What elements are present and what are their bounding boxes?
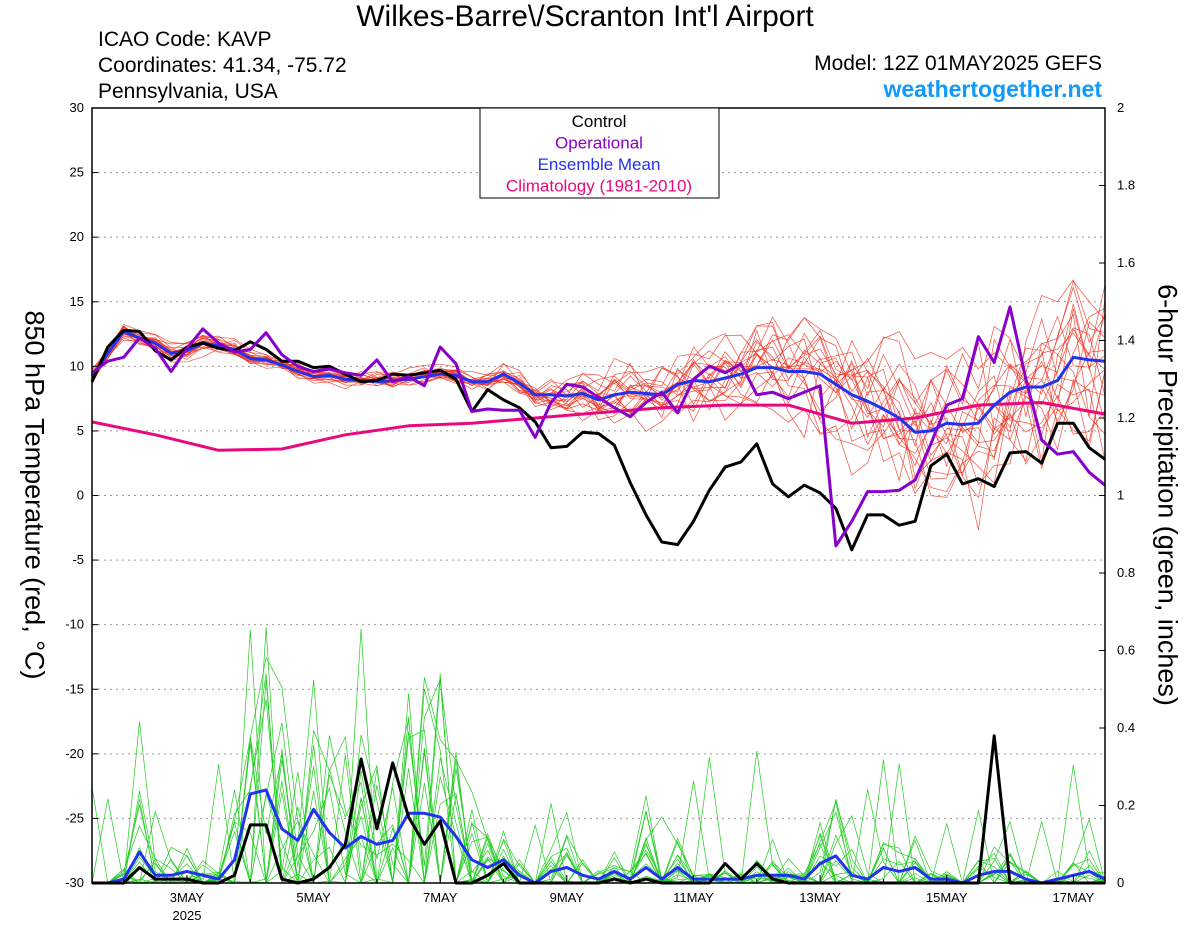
- left-tick-label: 30: [70, 100, 84, 115]
- left-tick-label: 15: [70, 294, 84, 309]
- coordinates: Coordinates: 41.34, -75.72: [98, 54, 347, 77]
- right-tick-label: 1.6: [1117, 255, 1135, 270]
- ensemble-precip-member: [92, 678, 1105, 884]
- right-tick-label: 0: [1117, 875, 1124, 890]
- grid-lines: [92, 172, 1105, 819]
- x-tick-sublabel: 2025: [173, 908, 202, 923]
- y-axis-label-right: 6-hour Precipitation (green, inches): [1152, 284, 1183, 706]
- location-state: Pennsylvania, USA: [98, 80, 278, 103]
- ensemble-temp-member: [91, 284, 1106, 448]
- x-tick-label: 13MAY: [799, 890, 841, 905]
- climatology-temp-line: [91, 401, 1106, 452]
- right-tick-label: 1.8: [1117, 178, 1135, 193]
- legend: Control Operational Ensemble Mean Climatolo…: [479, 107, 720, 199]
- ensemble-precip-member: [92, 673, 1106, 885]
- legend-entry-control: Control: [572, 112, 627, 131]
- left-tick-label: -15: [65, 681, 84, 696]
- ensemble-temp-lines: [91, 279, 1106, 531]
- left-tick-label: 5: [77, 423, 84, 438]
- right-tick-label: 0.4: [1117, 720, 1135, 735]
- left-tick-label: 10: [70, 358, 84, 373]
- left-tick-label: 25: [70, 165, 84, 180]
- x-tick-label: 11MAY: [673, 890, 714, 905]
- legend-box: [479, 107, 720, 199]
- left-tick-label: -5: [72, 552, 84, 567]
- ensemble-temp-member: [91, 329, 1106, 480]
- site-link[interactable]: weathertogether.net: [883, 76, 1102, 102]
- main-series: [90, 305, 1106, 885]
- left-tick-label: 0: [77, 488, 84, 503]
- x-tick-label: 5MAY: [296, 890, 331, 905]
- x-tick-label: 3MAY: [170, 890, 205, 905]
- left-tick-label: -10: [65, 617, 84, 632]
- control-temp-line: [90, 328, 1106, 552]
- ensemble-precip-member: [91, 734, 1106, 885]
- ensemble-precip-member: [92, 673, 1106, 884]
- mean-precip-line: [92, 788, 1106, 885]
- page-title: Wilkes-Barre\/Scranton Int'l Airport: [356, 0, 814, 33]
- operational-temp-line: [91, 305, 1106, 548]
- x-tick-label: 15MAY: [926, 890, 968, 905]
- control-precip-line: [92, 734, 1105, 885]
- ensemble-temp-member: [91, 286, 1106, 440]
- legend-entry-climatology: Climatology (1981-2010): [506, 177, 692, 196]
- x-tick-label: 17MAY: [1053, 890, 1095, 905]
- ensemble-precip-member: [92, 679, 1106, 885]
- legend-entry-mean: Ensemble Mean: [538, 155, 661, 174]
- right-tick-label: 2: [1117, 100, 1124, 115]
- left-tick-label: -20: [65, 746, 84, 761]
- left-tick-label: -25: [65, 810, 84, 825]
- y-axis-label-left: 850 hPa Temperature (red, °C): [19, 310, 50, 680]
- right-tick-label: 1.4: [1117, 333, 1135, 348]
- right-tick-label: 0.2: [1117, 798, 1135, 813]
- right-tick-label: 0.6: [1117, 643, 1135, 658]
- ensemble-temp-member: [91, 280, 1106, 411]
- ensemble-precip-member: [92, 677, 1105, 884]
- ensemble-precip-member: [92, 688, 1106, 885]
- x-tick-label: 9MAY: [550, 890, 585, 905]
- model-run: Model: 12Z 01MAY2025 GEFS: [814, 52, 1102, 75]
- axis-ticks: 302520151050-5-10-15-20-25-3021.81.61.41…: [65, 100, 1135, 923]
- ensemble-temp-member: [91, 317, 1106, 448]
- ensemble-temp-member: [91, 317, 1106, 463]
- icao-code: ICAO Code: KAVP: [98, 28, 272, 51]
- left-tick-label: 20: [70, 229, 84, 244]
- legend-entry-operational: Operational: [555, 134, 643, 153]
- right-tick-label: 0.8: [1117, 565, 1135, 580]
- left-tick-label: -30: [65, 875, 84, 890]
- x-tick-label: 7MAY: [423, 890, 458, 905]
- right-tick-label: 1.2: [1117, 410, 1135, 425]
- right-tick-label: 1: [1117, 488, 1124, 503]
- ensemble-precip-member: [92, 693, 1106, 884]
